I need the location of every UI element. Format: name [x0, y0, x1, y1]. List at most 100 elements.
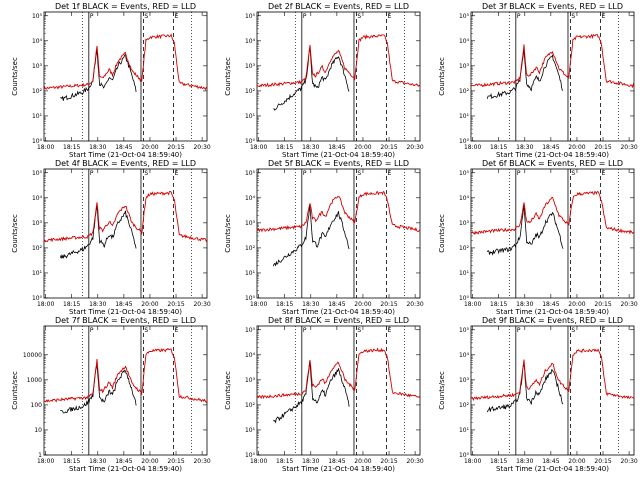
y-tick-label: 10⁴ [245, 195, 256, 202]
plot-frame [43, 11, 208, 142]
x-tick-label: 18:30 [302, 144, 319, 151]
y-tick-label: 10⁰ [459, 295, 470, 302]
y-tick-label: 10³ [245, 63, 256, 70]
y-tick-label: 10⁵ [245, 13, 256, 20]
marker-label: P [303, 13, 307, 20]
panel-9: Det 9f BLACK = Events, RED = LLD 10⁰ 10¹ 10… [438, 316, 638, 473]
y-tick-label: 10¹ [459, 270, 470, 277]
x-tick-label: 20:30 [620, 144, 637, 151]
marker-label: P [517, 327, 521, 334]
panel-title: Det 2f BLACK = Events, RED = LLD [268, 2, 409, 11]
x-tick-label: 20:15 [594, 144, 611, 151]
series-lld-line [43, 191, 208, 243]
x-tick-label: 18:15 [490, 458, 507, 465]
x-tick-label: 18:15 [63, 301, 80, 308]
panel-4: Det 4f BLACK = Events, RED = LLD 10⁰ 10¹ 10… [11, 159, 211, 316]
x-tick-label: 20:30 [193, 458, 210, 465]
y-tick-label: 10000 [23, 352, 42, 359]
y-tick-label: 10³ [459, 220, 470, 227]
x-tick-label: 18:30 [89, 301, 106, 308]
x-axis-label: Start Time (21-Oct-04 18:59:40) [496, 151, 609, 159]
x-tick-label: 20:00 [141, 458, 158, 465]
x-tick-label: 18:45 [115, 458, 132, 465]
panel-5: Det 5f BLACK = Events, RED = LLD 10⁰ 10¹ 10… [224, 159, 424, 316]
x-axis-label: Start Time (21-Oct-04 18:59:40) [69, 308, 182, 316]
plot-frame [470, 325, 635, 456]
x-axis-label: Start Time (21-Oct-04 18:59:40) [496, 308, 609, 316]
plot-frame [256, 168, 421, 299]
panel-title: Det 7f BLACK = Events, RED = LLD [55, 316, 196, 325]
y-tick-label: 100 [31, 402, 43, 409]
x-tick-label: 20:00 [354, 458, 371, 465]
x-tick-label: 20:30 [193, 301, 210, 308]
y-tick-label: 10⁴ [459, 352, 470, 359]
x-tick-label: 20:30 [406, 144, 423, 151]
series-events-line [273, 47, 350, 111]
series-events-line [486, 49, 564, 100]
y-tick-label: 10⁴ [245, 352, 256, 359]
y-tick-label: 1 [38, 452, 42, 459]
x-tick-label: 20:30 [193, 144, 210, 151]
marker-label: S [144, 170, 148, 177]
x-tick-label: 20:30 [620, 301, 637, 308]
y-tick-label: 10¹ [245, 270, 256, 277]
y-axis-label: Counts/sec [11, 371, 19, 410]
plot-frame [470, 11, 635, 142]
x-tick-label: 18:00 [464, 144, 481, 151]
x-tick-label: 18:45 [115, 144, 132, 151]
y-tick-label: 10¹ [245, 427, 256, 434]
marker-label: E [388, 13, 392, 20]
marker-label: S [357, 327, 361, 334]
marker-label: E [602, 13, 606, 20]
marker-label: P [90, 170, 94, 177]
x-axis-label: Start Time (21-Oct-04 18:59:40) [282, 308, 395, 316]
y-axis-label: Counts/sec [224, 371, 232, 410]
y-tick-label: 1000 [27, 377, 42, 384]
panel-title: Det 8f BLACK = Events, RED = LLD [268, 316, 409, 325]
plot-frame [43, 325, 208, 456]
y-tick-label: 10⁵ [245, 327, 256, 334]
y-tick-label: 10⁰ [245, 452, 256, 459]
panel-1: Det 1f BLACK = Events, RED = LLD 10⁰ 10¹ 10… [11, 2, 211, 159]
y-tick-label: 10⁵ [32, 170, 43, 177]
y-tick-label: 10⁴ [32, 38, 43, 45]
panel-title: Det 1f BLACK = Events, RED = LLD [55, 2, 196, 11]
x-axis-label: Start Time (21-Oct-04 18:59:40) [69, 465, 182, 473]
y-tick-label: 10⁵ [459, 13, 470, 20]
panel-title: Det 6f BLACK = Events, RED = LLD [482, 159, 623, 168]
panel-8: Det 8f BLACK = Events, RED = LLD 10⁰ 10¹ 10… [224, 316, 424, 473]
panel-3: Det 3f BLACK = Events, RED = LLD 10⁰ 10¹ 10… [438, 2, 638, 159]
marker-label: E [175, 13, 179, 20]
x-tick-label: 18:15 [63, 144, 80, 151]
y-tick-label: 10³ [459, 377, 470, 384]
y-tick-label: 10³ [32, 220, 43, 227]
marker-label: E [175, 327, 179, 334]
y-tick-label: 10⁰ [459, 452, 470, 459]
marker-label: S [144, 327, 148, 334]
x-tick-label: 18:15 [63, 458, 80, 465]
y-tick-label: 10² [32, 245, 43, 252]
x-tick-label: 18:15 [276, 458, 293, 465]
y-tick-label: 10² [459, 402, 470, 409]
x-tick-label: 18:00 [464, 301, 481, 308]
x-tick-label: 20:15 [594, 458, 611, 465]
y-axis-label: Counts/sec [11, 57, 19, 96]
x-tick-label: 20:30 [620, 458, 637, 465]
x-tick-label: 20:30 [406, 301, 423, 308]
x-tick-label: 18:30 [302, 301, 319, 308]
x-tick-label: 18:00 [37, 144, 54, 151]
y-tick-label: 10² [459, 88, 470, 95]
x-tick-label: 18:45 [115, 301, 132, 308]
x-tick-label: 18:15 [490, 144, 507, 151]
x-tick-label: 18:45 [328, 301, 345, 308]
x-axis-label: Start Time (21-Oct-04 18:59:40) [496, 465, 609, 473]
plot-frame [256, 325, 421, 456]
y-axis-label: Counts/sec [11, 214, 19, 253]
y-tick-label: 10⁵ [459, 170, 470, 177]
marker-label: P [517, 170, 521, 177]
x-tick-label: 18:15 [276, 144, 293, 151]
x-tick-label: 20:15 [167, 301, 184, 308]
series-events-line [486, 205, 564, 256]
x-tick-label: 18:45 [542, 144, 559, 151]
